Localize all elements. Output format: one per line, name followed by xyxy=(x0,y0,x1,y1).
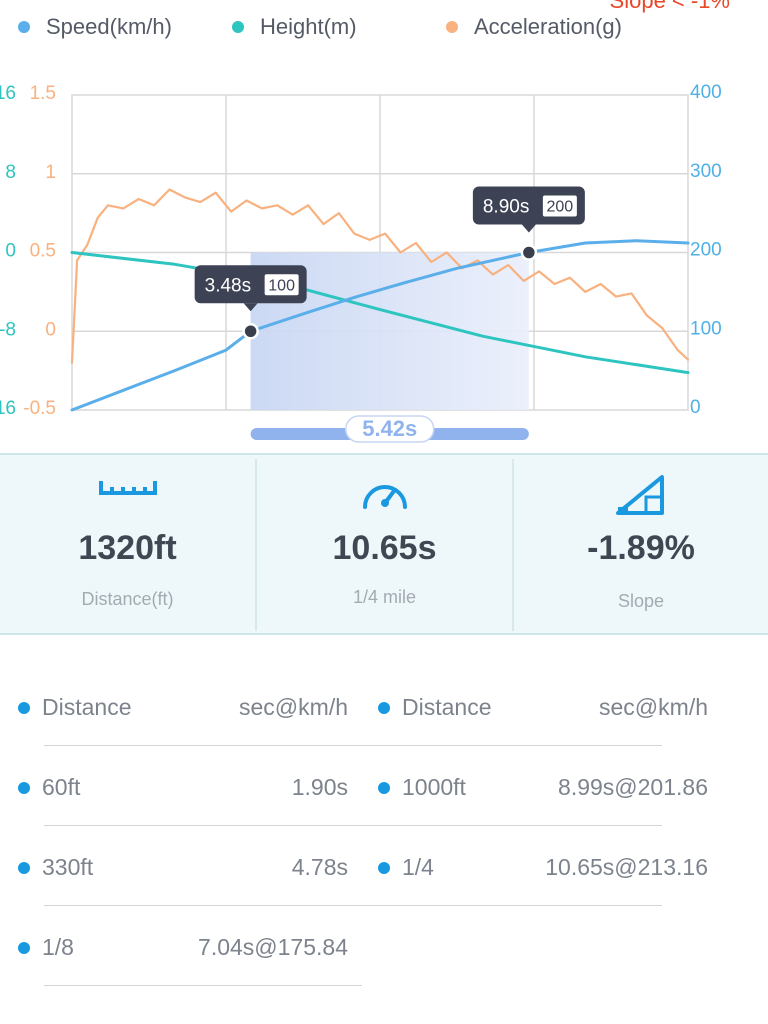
legend-height-label: Height(m) xyxy=(260,14,357,39)
bullet-dot xyxy=(378,782,390,794)
marker-tooltip-arrow xyxy=(243,303,258,312)
marker-speed-label: 100 xyxy=(268,277,295,294)
speed-axis-tick: 200 xyxy=(690,240,722,261)
legend-height-dot xyxy=(232,21,244,33)
height-axis-tick: 8 xyxy=(5,162,16,183)
right-result-cell: 1000ft 8.99s@201.86 xyxy=(378,774,708,804)
marker-speed-badge xyxy=(542,195,577,217)
results-header-row: Distance sec@km/h Distance sec@km/h xyxy=(0,666,768,746)
height-axis-tick: 16 xyxy=(0,83,16,104)
legend-speed-dot xyxy=(18,21,30,33)
acceleration-axis-tick: -0.5 xyxy=(23,398,56,419)
acceleration-axis-tick: 0.5 xyxy=(30,241,56,262)
row-divider xyxy=(44,985,362,986)
height-axis-tick: 0 xyxy=(5,241,16,262)
legend-height[interactable]: Height(m) xyxy=(232,14,357,40)
left-result-value: 1.90s xyxy=(291,774,348,800)
marker-speed-badge xyxy=(264,274,299,296)
left-result-cell: 60ft 1.90s xyxy=(18,774,348,804)
right-result-name: 1/4 xyxy=(402,854,434,880)
left-result-name: 60ft xyxy=(42,774,81,800)
left-header-value: sec@km/h xyxy=(239,694,348,720)
results-row: 60ft 1.90s 1000ft 8.99s@201.86 xyxy=(0,746,768,826)
right-result-cell: 1/4 10.65s@213.16 xyxy=(378,854,708,884)
results-row: 1/8 7.04s@175.84 xyxy=(0,906,768,986)
acceleration-axis-tick: 0 xyxy=(45,319,56,340)
chart-legend: Speed(km/h) Height(m) Acceleration(g) xyxy=(0,14,768,44)
speed-axis-tick: 100 xyxy=(690,318,722,339)
row-divider xyxy=(44,905,662,906)
speed-line xyxy=(70,239,690,412)
stat-quarter-mile-label: 1/4 mile xyxy=(352,587,417,607)
speedometer-icon xyxy=(360,473,410,518)
bullet-dot xyxy=(378,862,390,874)
stat-slope: -1.89% Slope xyxy=(514,455,768,633)
left-result-name: 330ft xyxy=(42,854,94,880)
stat-slope-label: Slope xyxy=(617,591,665,611)
legend-acceleration-label: Acceleration(g) xyxy=(474,14,622,39)
results-row: 330ft 4.78s 1/4 10.65s@213.16 xyxy=(0,826,768,906)
height-axis-tick: -8 xyxy=(0,319,16,340)
stat-slope-value: -1.89% xyxy=(587,529,695,567)
acceleration-axis-tick: 1.5 xyxy=(30,83,56,104)
interval-label-pill xyxy=(345,415,435,443)
bullet-dot xyxy=(18,702,30,714)
stat-quarter-mile: 10.65s 1/4 mile xyxy=(257,455,512,633)
speed-axis-tick: 300 xyxy=(690,161,722,182)
row-divider xyxy=(44,825,662,826)
marker-tooltip-arrow xyxy=(521,224,536,233)
stat-quarter-mile-value: 10.65s xyxy=(332,529,437,567)
right-result-name: 1000ft xyxy=(402,774,466,800)
right-header-cell: Distance sec@km/h xyxy=(378,694,708,724)
marker-speed-label: 200 xyxy=(547,199,574,216)
bullet-dot xyxy=(18,862,30,874)
slope-warning: Slope < -1% xyxy=(609,0,730,13)
stat-distance: 1320ft Distance(ft) xyxy=(0,455,255,633)
stats-panel: 1320ft Distance(ft) 10.65s 1/4 mile xyxy=(0,453,768,635)
right-result-value: 10.65s@213.16 xyxy=(545,854,708,880)
interval-duration-label: 5.42s xyxy=(362,416,417,441)
legend-acceleration[interactable]: Acceleration(g) xyxy=(446,14,622,40)
legend-speed-label: Speed(km/h) xyxy=(46,14,172,39)
left-result-name: 1/8 xyxy=(42,934,74,960)
stat-divider xyxy=(255,459,257,631)
slope-icon xyxy=(614,471,668,522)
performance-chart[interactable]: 16 8 0 -8 -16 1.5 1 0.5 0 -0.5 400 300 200 100 0 3.48s 1… xyxy=(0,0,768,450)
acceleration-axis-tick: 1 xyxy=(45,162,56,183)
left-result-value: 4.78s xyxy=(291,854,348,880)
stat-divider xyxy=(512,459,514,631)
stat-distance-value: 1320ft xyxy=(78,529,177,567)
row-divider xyxy=(44,745,662,746)
left-result-value: 7.04s@175.84 xyxy=(198,934,348,960)
marker-time-label: 3.48s xyxy=(205,275,251,296)
speed-axis-tick: 0 xyxy=(690,397,701,418)
ruler-icon xyxy=(98,477,157,502)
marker-time-label: 8.90s xyxy=(483,197,529,218)
speed-marker-point xyxy=(242,323,259,340)
acceleration-line xyxy=(70,188,690,364)
height-line xyxy=(70,251,690,375)
right-header-name: Distance xyxy=(402,694,492,720)
bullet-dot xyxy=(18,942,30,954)
height-axis-tick: -16 xyxy=(0,398,16,419)
legend-speed[interactable]: Speed(km/h) xyxy=(18,14,172,40)
bullet-dot xyxy=(378,702,390,714)
legend-acceleration-dot xyxy=(446,21,458,33)
stat-distance-label: Distance(ft) xyxy=(81,589,174,609)
right-header-value: sec@km/h xyxy=(599,694,708,720)
right-result-value: 8.99s@201.86 xyxy=(558,774,708,800)
speed-axis-tick: 400 xyxy=(690,82,722,103)
left-header-cell: Distance sec@km/h xyxy=(18,694,348,724)
bullet-dot xyxy=(18,782,30,794)
left-header-name: Distance xyxy=(42,694,132,720)
left-result-cell: 330ft 4.78s xyxy=(18,854,348,884)
speed-marker-point xyxy=(520,244,538,261)
left-result-cell: 1/8 7.04s@175.84 xyxy=(18,934,348,964)
